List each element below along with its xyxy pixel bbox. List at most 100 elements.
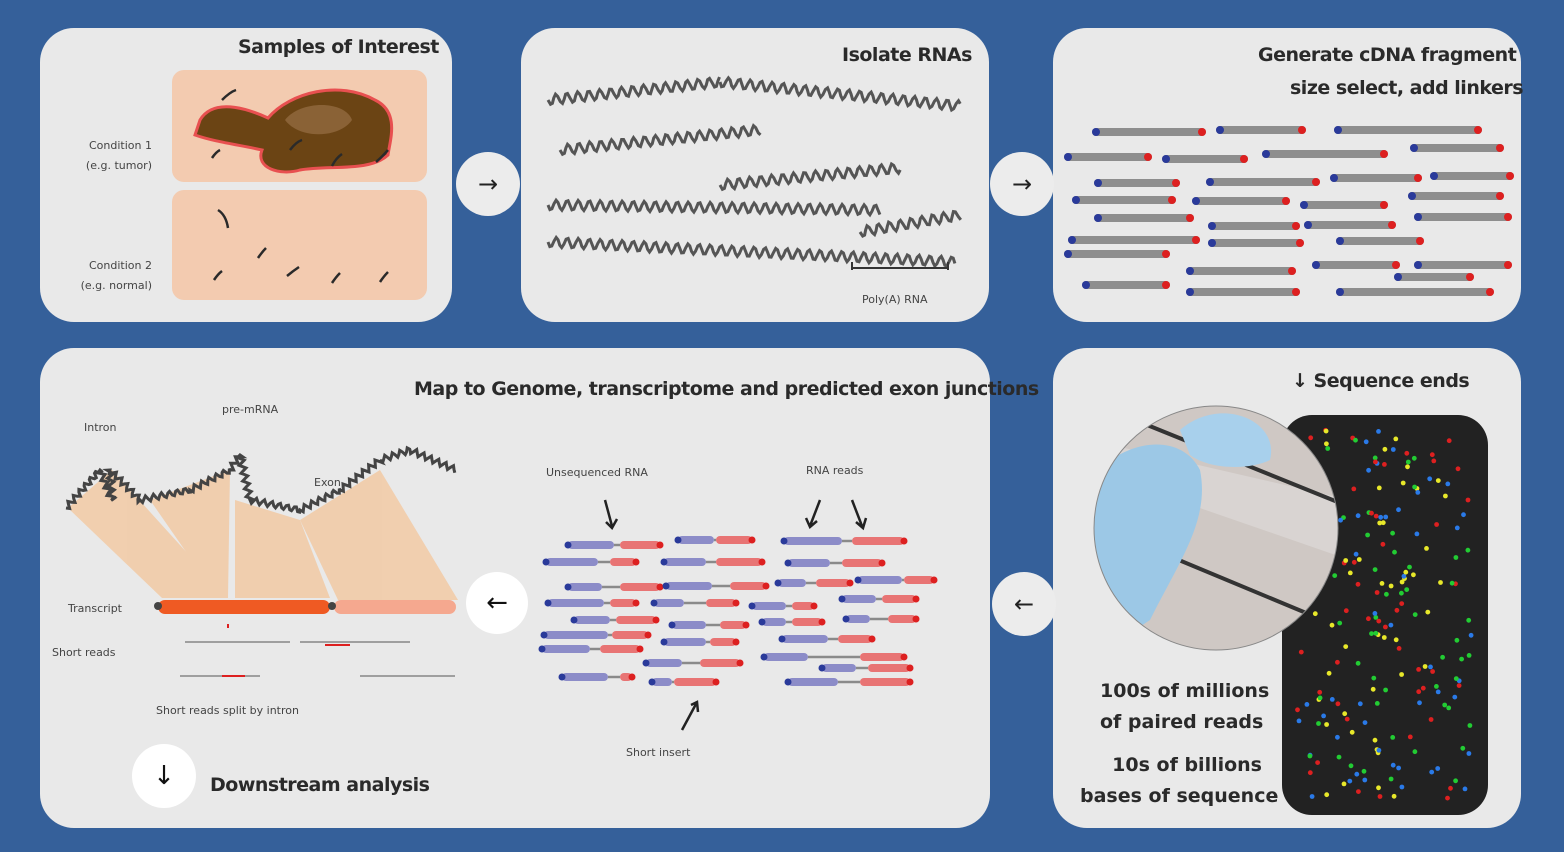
cluster-dot	[1466, 653, 1472, 658]
read-pair	[748, 602, 818, 610]
right-arrow-icon: →	[477, 170, 499, 198]
cluster-dot	[1407, 734, 1413, 740]
cluster-dot	[1376, 618, 1382, 624]
cdna-fragment	[1206, 178, 1320, 186]
cluster-dot	[1381, 635, 1387, 640]
cluster-dot	[1336, 754, 1342, 760]
read-pair	[780, 537, 908, 545]
arrow-connector-3: ←	[992, 572, 1056, 636]
samples-title: Samples of Interest	[238, 36, 439, 58]
cluster-dot	[1390, 735, 1396, 740]
cdna-fragment	[1068, 236, 1200, 244]
cdna-fragment	[1300, 201, 1388, 209]
cluster-dot	[1383, 687, 1388, 693]
cluster-dot	[1349, 729, 1355, 735]
cluster-dot	[1329, 697, 1335, 702]
short-insert-label: Short insert	[626, 746, 691, 759]
rna-strand	[558, 123, 762, 157]
read-pair	[648, 678, 720, 686]
cluster-dot	[1399, 579, 1405, 585]
cluster-dot	[1466, 617, 1472, 623]
cluster-dot	[1362, 777, 1368, 783]
cdna-title-line1: Generate cDNA fragment	[1258, 44, 1517, 66]
cluster-dot	[1404, 587, 1410, 592]
cluster-dot	[1372, 567, 1378, 572]
cluster-dot	[1356, 789, 1361, 794]
cluster-dot	[1396, 765, 1401, 771]
cluster-dot	[1452, 694, 1458, 700]
cluster-dot	[1445, 481, 1451, 487]
cluster-dot	[1372, 455, 1378, 461]
cluster-dot	[1390, 530, 1395, 536]
cluster-dot	[1454, 525, 1460, 531]
cluster-dot	[1393, 637, 1399, 643]
cluster-dot	[1380, 520, 1386, 526]
cluster-dot	[1376, 785, 1381, 791]
cluster-dot	[1324, 722, 1329, 727]
cdna-fragment	[1330, 174, 1422, 182]
cluster-dot	[1460, 745, 1466, 751]
cluster-dot	[1399, 784, 1405, 790]
cluster-dot	[1388, 776, 1394, 782]
cluster-dot	[1354, 771, 1360, 777]
read-pair	[662, 582, 770, 590]
cluster-dot	[1344, 716, 1350, 722]
cdna-title-line2: size select, add linkers	[1290, 77, 1524, 99]
cluster-dot	[1416, 667, 1421, 672]
cluster-dot	[1390, 447, 1396, 452]
cluster-dot	[1372, 611, 1378, 616]
cluster-dot	[1324, 792, 1330, 798]
cluster-dot	[1405, 459, 1411, 465]
cluster-dot	[1404, 450, 1410, 456]
read-pair	[558, 673, 636, 681]
cluster-dot	[1431, 458, 1437, 464]
cluster-dot	[1442, 702, 1448, 708]
rna-strand	[718, 75, 962, 113]
panel-isolate	[521, 28, 989, 322]
cluster-dot	[1295, 707, 1300, 713]
cluster-dot	[1304, 702, 1310, 707]
cdna-fragment	[1082, 281, 1170, 289]
transcript-label: Transcript	[68, 602, 122, 615]
cluster-dot	[1347, 778, 1353, 784]
rna-strand	[546, 234, 957, 269]
cdna-fragment	[1186, 267, 1296, 275]
read-pair	[570, 616, 660, 624]
read-pair	[854, 576, 938, 584]
cluster-dot	[1411, 455, 1417, 461]
cluster-dot	[1365, 532, 1370, 538]
cluster-dot	[1315, 760, 1320, 765]
cdna-fragment	[1186, 288, 1300, 296]
cluster-dot	[1416, 689, 1422, 695]
cluster-dot	[1405, 464, 1410, 470]
cluster-dot	[1376, 485, 1382, 491]
cluster-dot	[1456, 683, 1462, 688]
cluster-dot	[1369, 631, 1374, 636]
cluster-dot	[1425, 609, 1431, 615]
cluster-dot	[1392, 549, 1397, 555]
map-title: Map to Genome, transcriptome and predict…	[414, 378, 1039, 400]
paired-reads-text: 100s of millions of paired reads	[1100, 680, 1270, 733]
magnified-flow-cell-photo	[1094, 406, 1338, 650]
cluster-dot	[1449, 580, 1455, 586]
sequence-title: ↓ Sequence ends	[1292, 370, 1470, 392]
pointer-arrows	[603, 499, 868, 731]
cdna-fragment	[1064, 250, 1170, 258]
rna-reads-label: RNA reads	[806, 464, 864, 477]
cluster-dot	[1373, 513, 1379, 519]
cdna-fragment	[1336, 237, 1424, 245]
condition2-label: Condition 2 (e.g. normal)	[80, 259, 152, 292]
cluster-dot	[1459, 656, 1464, 662]
intron-label: Intron	[84, 421, 117, 434]
read-pair	[778, 635, 876, 643]
cluster-dot	[1374, 590, 1380, 595]
cluster-dot	[1388, 583, 1394, 589]
cluster-dot	[1399, 590, 1404, 596]
cluster-dot	[1342, 711, 1348, 717]
cdna-fragment	[1216, 126, 1306, 134]
cdna-fragment	[1334, 126, 1482, 134]
cluster-dot	[1353, 551, 1359, 557]
cluster-dot	[1337, 620, 1343, 626]
